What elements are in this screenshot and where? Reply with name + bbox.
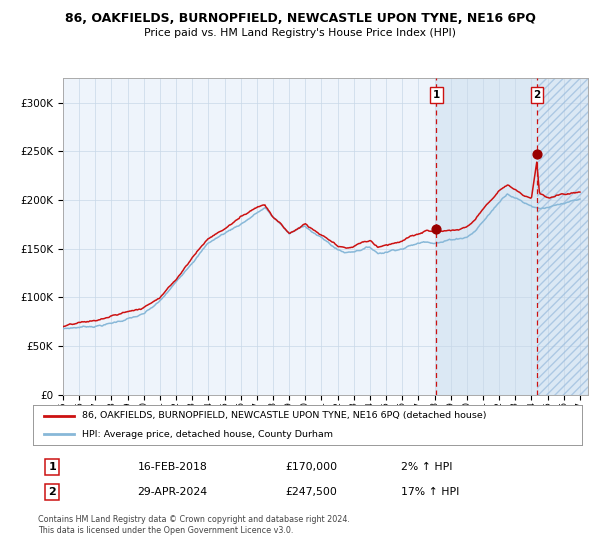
Text: Contains HM Land Registry data © Crown copyright and database right 2024.
This d: Contains HM Land Registry data © Crown c… bbox=[38, 515, 350, 535]
Text: £170,000: £170,000 bbox=[286, 462, 338, 472]
Bar bbox=[436, 78, 588, 395]
Bar bbox=[537, 78, 588, 395]
Text: 1: 1 bbox=[49, 462, 56, 472]
Text: £247,500: £247,500 bbox=[286, 487, 337, 497]
Text: Price paid vs. HM Land Registry's House Price Index (HPI): Price paid vs. HM Land Registry's House … bbox=[144, 28, 456, 38]
Text: 2% ↑ HPI: 2% ↑ HPI bbox=[401, 462, 452, 472]
Text: 29-APR-2024: 29-APR-2024 bbox=[137, 487, 208, 497]
Text: 2: 2 bbox=[49, 487, 56, 497]
Text: 17% ↑ HPI: 17% ↑ HPI bbox=[401, 487, 459, 497]
Text: HPI: Average price, detached house, County Durham: HPI: Average price, detached house, Coun… bbox=[82, 430, 334, 439]
Text: 86, OAKFIELDS, BURNOPFIELD, NEWCASTLE UPON TYNE, NE16 6PQ: 86, OAKFIELDS, BURNOPFIELD, NEWCASTLE UP… bbox=[65, 12, 535, 25]
Text: 86, OAKFIELDS, BURNOPFIELD, NEWCASTLE UPON TYNE, NE16 6PQ (detached house): 86, OAKFIELDS, BURNOPFIELD, NEWCASTLE UP… bbox=[82, 411, 487, 420]
Text: 1: 1 bbox=[433, 90, 440, 100]
Point bbox=[532, 150, 542, 158]
Point bbox=[431, 225, 441, 234]
Text: 2: 2 bbox=[533, 90, 541, 100]
Text: 16-FEB-2018: 16-FEB-2018 bbox=[137, 462, 207, 472]
